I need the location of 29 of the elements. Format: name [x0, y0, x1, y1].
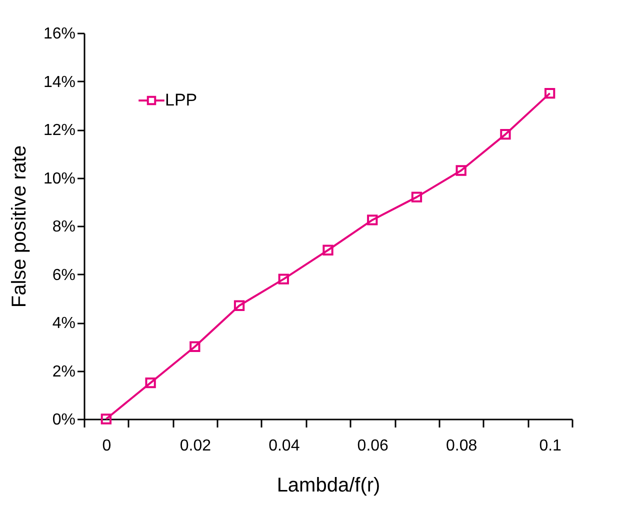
y-tick-label: 6%	[52, 266, 76, 284]
x-axis-title: Lambda/f(r)	[276, 474, 380, 496]
y-tick-label: 12%	[43, 122, 76, 139]
point	[190, 341, 200, 352]
point	[278, 274, 289, 284]
y-tick-label: 2%	[52, 363, 76, 380]
x-tick-label: 0.06	[357, 438, 389, 454]
y-tick-label: 8%	[52, 218, 76, 236]
y-axis-title: False positive rate	[8, 145, 30, 308]
x-tick-label: 0	[102, 438, 112, 454]
point	[234, 300, 245, 311]
y-tick-label: 14%	[43, 74, 76, 91]
point	[145, 377, 156, 388]
y-tick-label: 16%	[43, 26, 76, 42]
legend-label: LPP	[165, 90, 198, 110]
y-tick-label: 10%	[43, 170, 76, 188]
point	[100, 414, 112, 424]
x-tick-label: 0.08	[446, 438, 478, 454]
x-tick-label: 0.1	[539, 438, 562, 454]
point	[500, 128, 511, 140]
point	[544, 88, 556, 99]
point	[411, 192, 422, 202]
y-tick-label: 0%	[52, 412, 76, 428]
y-tick-label: 4%	[52, 315, 76, 332]
x-tick-label: 0.04	[268, 438, 300, 454]
point	[456, 165, 466, 176]
x-tick-label: 0.02	[180, 438, 212, 454]
point	[367, 214, 378, 226]
point	[322, 244, 334, 256]
